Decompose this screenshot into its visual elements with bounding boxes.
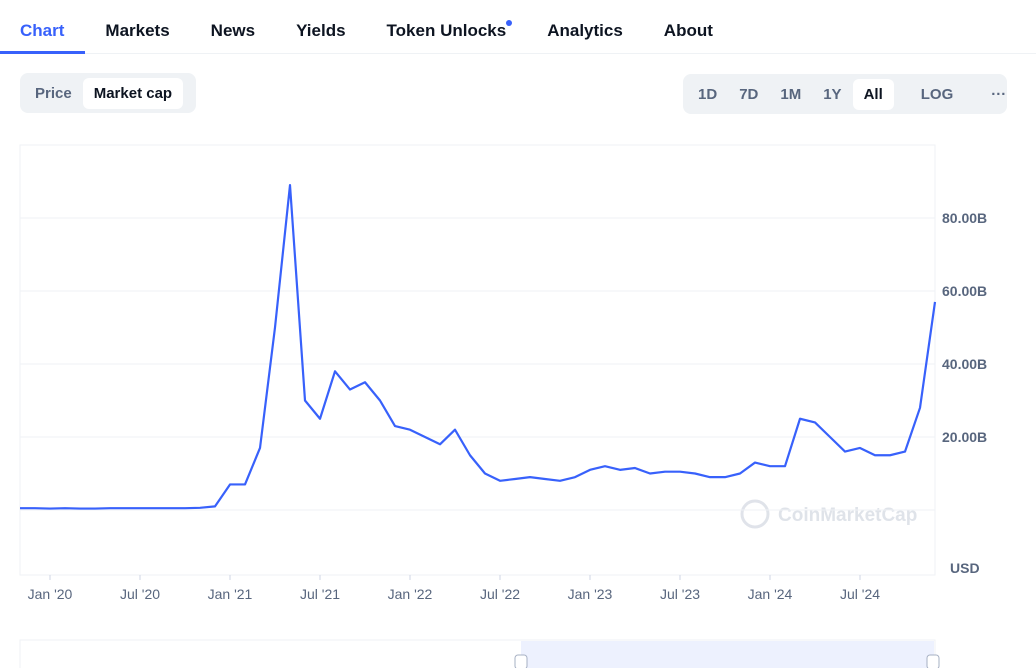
toggle-button[interactable]: Price xyxy=(35,84,72,102)
log-button[interactable]: LOG xyxy=(920,85,954,103)
plot-frame xyxy=(19,144,936,576)
range-button[interactable]: All xyxy=(852,78,894,110)
x-tick-label: Jan '20 xyxy=(28,586,73,602)
range-button[interactable]: 7D xyxy=(739,85,759,103)
tab-bar: Chart Markets News Yields Token Unlocks Analy… xyxy=(0,0,1036,54)
tab[interactable]: Chart xyxy=(0,0,86,54)
navigator-handle[interactable] xyxy=(926,654,940,668)
watermark: CoinMarketCap xyxy=(740,499,917,529)
x-tick-label: Jan '22 xyxy=(388,586,433,602)
tab[interactable]: Yields xyxy=(296,20,346,40)
range-button[interactable]: 1D xyxy=(698,85,718,103)
more-button[interactable]: ··· xyxy=(991,85,1007,103)
y-unit: USD xyxy=(950,560,980,576)
tab[interactable]: News xyxy=(210,20,256,40)
watermark-text: CoinMarketCap xyxy=(778,505,917,526)
y-tick-label: 80.00B xyxy=(942,210,987,226)
x-tick-label: Jan '23 xyxy=(568,586,613,602)
x-tick-label: Jul '20 xyxy=(120,586,160,602)
x-tick-label: Jul '22 xyxy=(480,586,520,602)
x-tick-label: Jul '24 xyxy=(840,586,880,602)
watermark-logo xyxy=(740,499,770,529)
toggle-button[interactable]: Market cap xyxy=(82,77,184,109)
y-tick-label: 60.00B xyxy=(942,283,987,299)
tab[interactable]: About xyxy=(663,20,713,40)
chart-toggle: Price Market cap xyxy=(20,73,196,113)
y-tick-label: 20.00B xyxy=(942,429,987,445)
range-button[interactable]: 1Y xyxy=(823,85,842,103)
x-tick-label: Jul '21 xyxy=(300,586,340,602)
tab[interactable]: Analytics xyxy=(547,20,623,40)
y-tick-label: 40.00B xyxy=(942,356,987,372)
x-tick-label: Jul '23 xyxy=(660,586,700,602)
x-tick-label: Jan '24 xyxy=(748,586,793,602)
notification-dot xyxy=(506,19,513,26)
range-button[interactable]: 1M xyxy=(780,85,802,103)
price-line xyxy=(20,184,937,510)
tab[interactable]: Token Unlocks xyxy=(387,0,513,54)
tab[interactable]: Markets xyxy=(105,20,170,40)
navigator-handle[interactable] xyxy=(514,654,528,668)
x-tick-label: Jan '21 xyxy=(208,586,253,602)
range-selector: 1D 7D 1M 1Y All LOG ··· xyxy=(683,74,1007,114)
navigator-window[interactable] xyxy=(521,641,934,668)
